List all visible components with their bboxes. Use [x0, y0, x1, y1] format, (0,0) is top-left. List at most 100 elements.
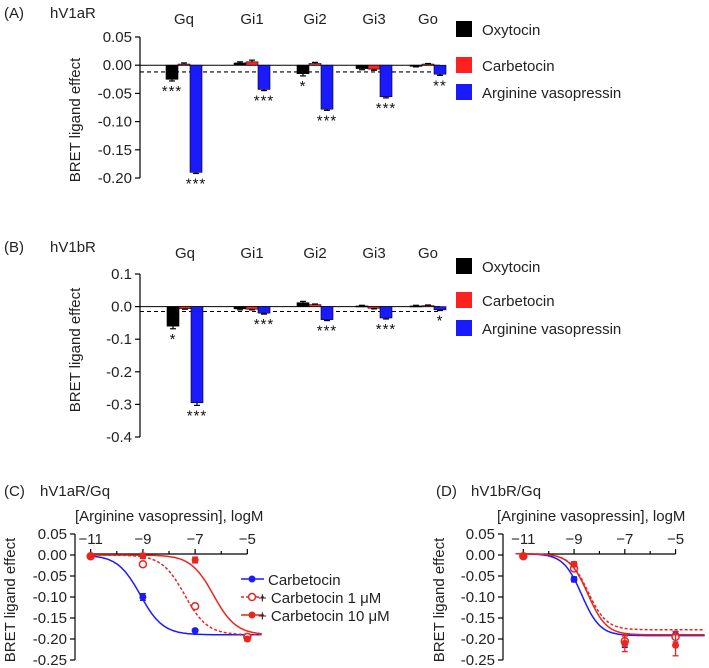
data-point-carbetocin [139, 593, 147, 601]
y-tick-label: -0.4 [106, 429, 132, 446]
category-label: Gq [175, 245, 195, 262]
legend-label-oxytocin: Oxytocin [482, 22, 540, 39]
y-tick-label: 0.05 [38, 526, 67, 543]
panel-a-y-ticks: 0.05 0.00 -0.05 -0.10 -0.15 -0.20 [98, 29, 132, 187]
fit-curve-carbetocin [88, 555, 262, 636]
bar-arginine-vasopressin-gi2 [320, 64, 334, 110]
panel-a-categories: Gq Gi1 Gi2 Gi3 Go [174, 11, 438, 28]
panel-b-label: (B) [4, 239, 24, 256]
data-point-carbetocin-10-m [243, 635, 251, 643]
x-tick-label: −11 [78, 531, 102, 548]
y-tick-label: -0.10 [98, 114, 132, 131]
y-tick-label: -0.25 [461, 652, 495, 668]
fit-curve-carbetocin-1-m [515, 553, 705, 631]
panel-a-y-axis-label: BRET ligand effect [67, 57, 84, 182]
panel-d-x-axis-label: [Arginine vasopressin], logM [497, 508, 685, 525]
y-tick-label: -0.3 [106, 396, 132, 413]
legend-swatch-arginine-vasopressin [456, 320, 472, 336]
data-point-carbetocin-10-m [570, 560, 578, 568]
panel-b-legend: Oxytocin Carbetocin Arginine vasopressin [456, 258, 621, 338]
bar-carbetocin-gi2 [308, 63, 322, 66]
significance-label: *** [376, 100, 397, 117]
y-tick-label: 0.05 [466, 526, 495, 543]
bar-carbetocin-gi3 [367, 306, 381, 309]
bar-carbetocin-gi1 [245, 306, 259, 310]
panel-a-label: (A) [4, 5, 24, 22]
x-tick-label: −7 [187, 531, 204, 548]
bar-carbetocin-gi3 [367, 64, 381, 70]
legend-label-carbetocin: Carbetocin [268, 572, 341, 589]
legend-label-arginine-vasopressin: Arginine vasopressin [482, 321, 621, 338]
y-tick-label: -0.15 [33, 610, 67, 627]
bar-oxytocin-go [409, 305, 423, 308]
legend-label-carbetocin: Carbetocin [482, 293, 555, 310]
y-tick-label: 0.1 [111, 266, 132, 283]
bar-arginine-vasopressin-gi3 [379, 64, 393, 98]
significance-label: * [170, 331, 177, 348]
data-point-carbetocin-10-m [519, 552, 527, 560]
fit-curve-carbetocin-10-m [88, 554, 262, 635]
panel-a-legend: Oxytocin Carbetocin Arginine vasopressin [456, 21, 621, 102]
significance-label: * [437, 313, 444, 330]
data-point-carbetocin [570, 575, 578, 583]
legend-marker-carbetocin [248, 575, 256, 583]
fit-curve-carbetocin-10-m [515, 553, 705, 636]
y-tick-label: -0.05 [98, 85, 132, 102]
x-tick-label: −7 [616, 531, 633, 548]
y-tick-label: -0.2 [106, 364, 132, 381]
bar-oxytocin-go [409, 64, 423, 67]
category-label: Gi1 [240, 11, 263, 28]
category-label: Gi2 [303, 245, 326, 262]
y-tick-label: -0.10 [33, 589, 67, 606]
legend-label-oxytocin: Oxytocin [482, 259, 540, 276]
panel-b-y-axis-label: BRET ligand effect [67, 287, 84, 412]
bar-arginine-vasopressin-gq [189, 64, 203, 173]
x-tick-label: −11 [511, 531, 535, 548]
bar-arginine-vasopressin-gi1 [257, 306, 271, 314]
bar-oxytocin-gi1 [233, 306, 247, 310]
bar-oxytocin-gq [166, 306, 180, 327]
y-tick-label: -0.05 [33, 568, 67, 585]
panel-c-y-axis-label: BRET ligand effect [2, 537, 19, 662]
y-tick-label: 0.0 [111, 299, 132, 316]
bar-arginine-vasopressin-go [433, 306, 447, 311]
legend-swatch-carbetocin [456, 57, 472, 73]
significance-label: *** [254, 93, 275, 110]
category-label: Gi3 [362, 11, 385, 28]
panel-c-label: (C) [4, 483, 25, 500]
bar-carbetocin-gi2 [308, 304, 322, 307]
bar-arginine-vasopressin-gi2 [320, 306, 334, 320]
panel-d: (D) hV1bR/Gq [Arginine vasopressin], log… [431, 483, 705, 668]
significance-label: *** [254, 316, 275, 333]
panel-b-categories: Gq Gi1 Gi2 Gi3 Go [175, 245, 438, 262]
data-point-carbetocin [191, 627, 199, 635]
panel-c-x-axis-label: [Arginine vasopressin], logM [75, 508, 263, 525]
legend-swatch-oxytocin [456, 258, 472, 274]
legend-marker-carbetocin-1uM [247, 592, 257, 602]
x-tick-label: −5 [667, 531, 684, 548]
y-tick-label: -0.05 [461, 568, 495, 585]
bar-oxytocin-gi1 [233, 62, 247, 66]
panel-d-y-axis-label: BRET ligand effect [431, 537, 448, 662]
bar-oxytocin-gi2 [296, 64, 310, 74]
bar-arginine-vasopressin-go [433, 64, 447, 75]
legend-label-arginine-vasopressin: Arginine vasopressin [482, 85, 621, 102]
legend-label-carbetocin: Carbetocin [482, 58, 555, 75]
y-tick-label: -0.25 [33, 652, 67, 668]
significance-label: *** [186, 175, 207, 192]
category-label: Gi2 [303, 11, 326, 28]
category-label: Go [418, 11, 438, 28]
panel-d-receptor: hV1bR/Gq [471, 483, 541, 500]
legend-swatch-oxytocin [456, 21, 472, 37]
y-tick-label: 0.05 [103, 29, 132, 46]
bar-arginine-vasopressin-gq [190, 306, 204, 404]
significance-label: *** [317, 323, 338, 340]
bar-oxytocin-gq [165, 64, 179, 80]
panel-b-y-ticks: 0.1 0.0 -0.1 -0.2 -0.3 -0.4 [106, 266, 132, 446]
panel-c-plot-area [70, 533, 262, 661]
panel-a-plot-area: ****************** [135, 36, 447, 192]
y-tick-label: 0.00 [103, 57, 132, 74]
fit-curve-carbetocin [515, 553, 705, 637]
significance-label: *** [162, 83, 183, 100]
